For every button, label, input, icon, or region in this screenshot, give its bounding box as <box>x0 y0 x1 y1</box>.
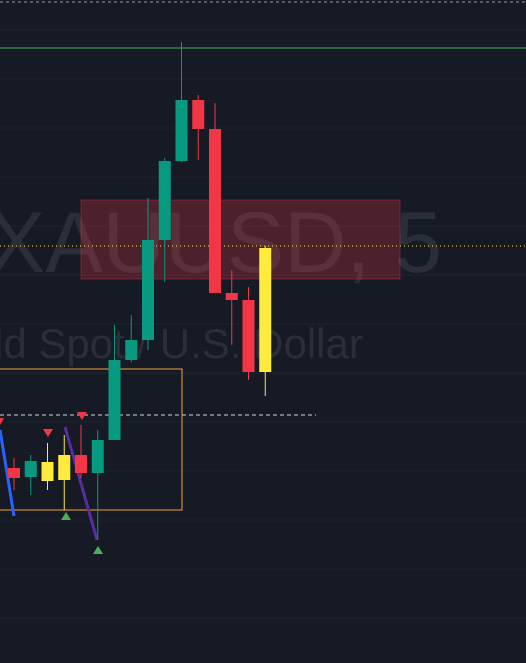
trend-line <box>0 429 16 517</box>
candle-body <box>125 340 138 360</box>
range-box <box>0 368 183 511</box>
candle-body <box>259 248 272 372</box>
watermark: XAUUSD, 5 <box>0 195 442 291</box>
candle-body <box>75 455 87 473</box>
candle-body <box>108 360 121 440</box>
candle-body <box>175 100 188 161</box>
candle-body <box>91 440 104 473</box>
candle-body <box>24 461 37 477</box>
candle-body <box>8 468 20 478</box>
signal-markers <box>0 412 103 554</box>
candle-body <box>242 300 255 372</box>
candle-body <box>158 161 171 240</box>
candle-body <box>209 129 221 293</box>
candle-body <box>41 462 54 481</box>
candles <box>8 42 272 540</box>
watermark-subtitle: Gold Spot / U.S. Dollar <box>0 320 363 367</box>
zone-box <box>80 199 401 280</box>
candle-body <box>225 293 238 300</box>
candle-body <box>192 100 205 129</box>
grid <box>0 29 526 619</box>
trend-line <box>63 426 99 541</box>
candle-body <box>58 455 71 480</box>
candle-body <box>142 240 154 340</box>
